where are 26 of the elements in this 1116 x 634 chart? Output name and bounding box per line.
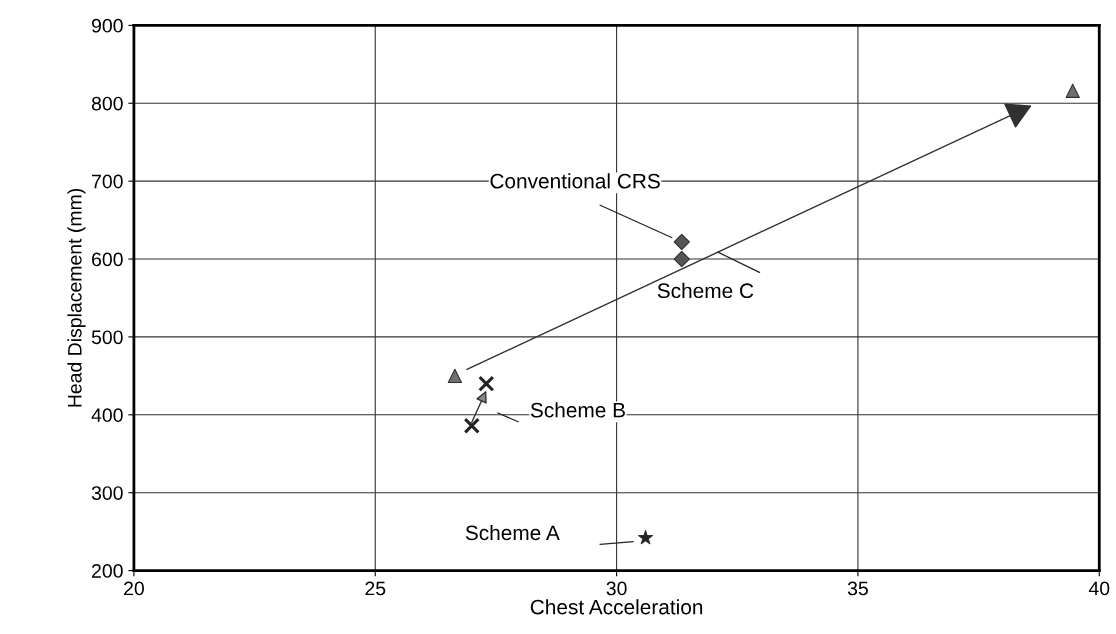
y-axis-title: Head Displacement (mm)	[67, 188, 86, 407]
x-tick-label: 20	[124, 581, 144, 596]
point	[638, 530, 654, 545]
x-tick-label: 40	[1088, 581, 1110, 596]
y-tick-label: 300	[91, 486, 123, 500]
point	[673, 233, 690, 251]
y-tick-label: 900	[91, 18, 123, 33]
y-tick-label: 800	[91, 96, 123, 111]
x-tick-label: 25	[365, 581, 386, 596]
annotation: Conventional CRS	[490, 173, 660, 189]
annotation: Scheme C	[657, 282, 754, 299]
point	[447, 368, 463, 384]
point	[478, 375, 495, 392]
y-tick-label: 600	[92, 252, 123, 267]
y-tick-label: 700	[92, 174, 123, 189]
x-axis-title: Chest Acceleration	[530, 599, 703, 615]
y-tick-label: 500	[91, 330, 123, 345]
x-tick-label: 30	[606, 581, 627, 596]
y-tick-label: 200	[92, 564, 123, 578]
point	[463, 417, 480, 434]
annotation: Scheme B	[530, 402, 625, 418]
point	[673, 250, 690, 268]
annotation: Scheme A	[465, 524, 560, 541]
point	[1065, 83, 1080, 98]
y-tick-label: 400	[91, 408, 123, 423]
x-tick-label: 35	[847, 581, 868, 596]
